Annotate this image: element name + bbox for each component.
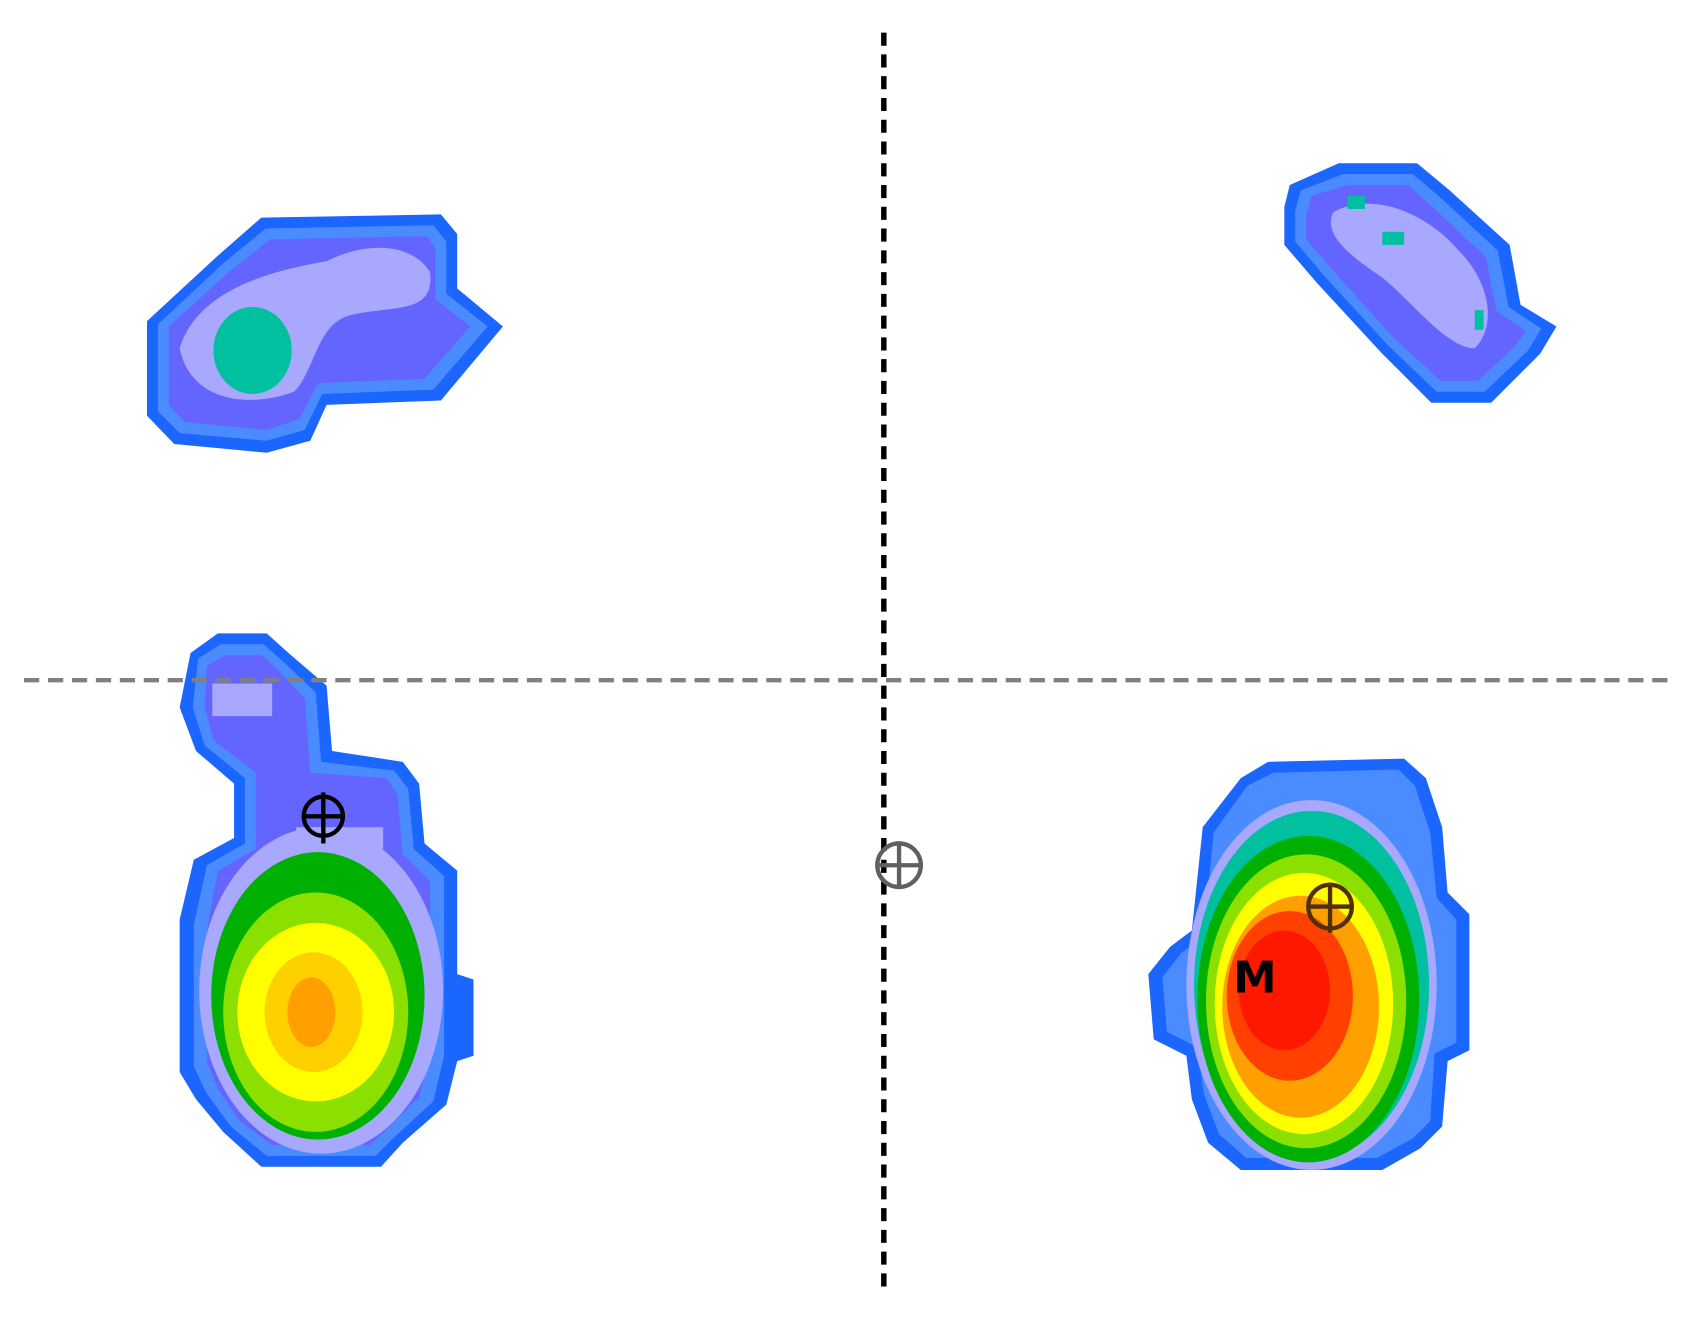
paw-top-right — [1284, 163, 1557, 403]
marker-label: M — [1233, 954, 1276, 1004]
paw-bottom-left — [179, 633, 474, 1167]
center-marker-middle — [875, 841, 924, 890]
paw-bottom-right — [1148, 758, 1470, 1170]
center-marker-right — [1306, 882, 1354, 933]
center-marker-left — [301, 792, 346, 844]
paw-top-left — [147, 214, 503, 453]
